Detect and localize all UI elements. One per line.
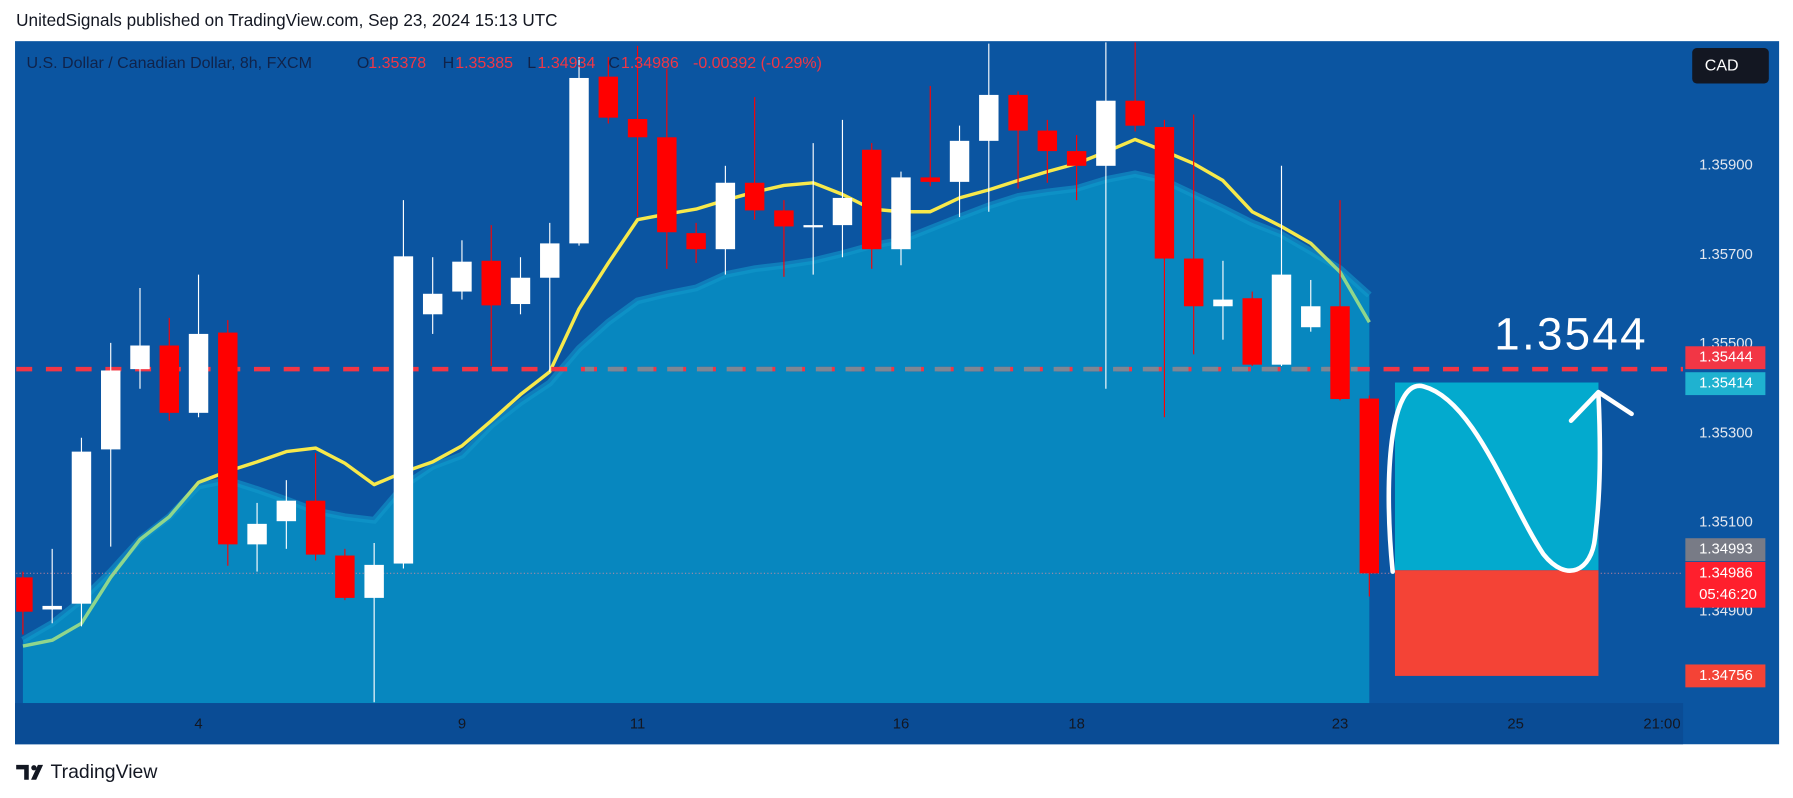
price-label: 1.34986	[1699, 565, 1753, 581]
x-tick-label: 18	[1068, 717, 1085, 733]
candle-body	[305, 500, 326, 555]
candle-body	[569, 77, 589, 244]
moving-average	[22, 137, 1371, 648]
candle-body	[130, 345, 150, 370]
candle-body	[159, 345, 179, 413]
candle-body	[1183, 258, 1204, 307]
price-label-box	[1685, 664, 1766, 688]
candle-body	[364, 564, 384, 598]
candle-body	[1213, 299, 1233, 307]
y-tick-label: 1.35900	[1699, 158, 1753, 174]
ohlc-value: 1.34986	[621, 55, 679, 72]
price-label-box	[1685, 538, 1766, 562]
candle-body	[774, 210, 794, 227]
candle-body	[1125, 100, 1145, 126]
candle-body	[16, 577, 33, 612]
x-tick-label: 4	[194, 717, 202, 733]
candle-body	[1330, 306, 1350, 400]
candle-body	[803, 225, 823, 228]
candle-body	[1008, 94, 1028, 131]
candle-body	[686, 233, 706, 250]
area-fill	[22, 173, 1370, 704]
price-label-box	[1685, 346, 1766, 370]
forecast-curve	[1386, 383, 1603, 574]
candle-body	[71, 451, 92, 604]
candle-body	[393, 256, 414, 564]
candle-body	[891, 177, 911, 250]
target-zone	[1394, 382, 1599, 571]
candle-body	[920, 177, 940, 182]
stop-zone	[1394, 570, 1599, 676]
candle-body	[276, 500, 297, 522]
candle-body	[335, 555, 355, 598]
ohlc-letter: H	[443, 55, 455, 72]
logo	[16, 764, 44, 780]
candle-body	[540, 243, 560, 278]
symbol-title: U.S. Dollar / Canadian Dollar, 8h, FXCM	[26, 55, 311, 72]
currency-label[interactable]: CAD	[1705, 58, 1739, 75]
candle-body	[1359, 398, 1380, 574]
candle-body	[1242, 298, 1262, 365]
change: -0.00392 (-0.29%)	[693, 55, 822, 72]
candle-body	[452, 261, 472, 292]
candle-body	[42, 605, 62, 610]
candle-body	[1096, 100, 1116, 166]
price-label: 1.35414	[1699, 376, 1753, 392]
annotation: 1.3544	[1494, 308, 1648, 359]
currency-button[interactable]	[1692, 48, 1769, 84]
candle-body	[979, 94, 999, 141]
candle-body	[744, 182, 765, 211]
ohlc-value: 1.34934	[538, 55, 596, 72]
candle-body	[247, 523, 267, 545]
candle-body	[1037, 130, 1058, 152]
price-label: 1.34756	[1699, 668, 1753, 684]
candle-body	[949, 140, 970, 182]
x-tick-label: 9	[458, 717, 466, 733]
candle-body	[510, 277, 531, 305]
y-tick-label: 1.35100	[1699, 514, 1753, 530]
candle-body	[598, 76, 619, 118]
ohlc-letter: C	[608, 55, 620, 72]
candle-body	[832, 197, 853, 226]
price-label: 1.35444	[1699, 350, 1753, 366]
candle-body	[188, 333, 209, 413]
forecast-arrow	[1568, 389, 1634, 424]
x-tick-label: 25	[1507, 717, 1524, 733]
overlay: 1.3544	[1386, 308, 1648, 676]
area-edge	[21, 170, 1372, 644]
brand: TradingView	[50, 761, 158, 783]
caption: UnitedSignals published on TradingView.c…	[16, 10, 557, 30]
logo-dot	[31, 765, 37, 771]
candle-body	[422, 293, 443, 315]
time-axis	[15, 703, 1684, 745]
plot-area	[16, 42, 1684, 704]
candle-body	[1066, 151, 1087, 166]
candle-body	[218, 332, 238, 545]
countdown: 05:46:20	[1699, 587, 1757, 603]
price-label: 1.34993	[1699, 542, 1753, 558]
candle-body	[481, 260, 501, 306]
candle-body	[1271, 274, 1292, 365]
y-tick-label: 1.35300	[1699, 425, 1753, 441]
ohlc-letter: L	[527, 55, 536, 72]
price-label-box	[1685, 561, 1766, 608]
candle-body	[715, 182, 736, 250]
x-tick-label: 21:00	[1643, 717, 1680, 733]
ohlc-value: 1.35385	[455, 55, 513, 72]
candle-body	[657, 137, 677, 233]
ohlc-letter: O	[357, 55, 369, 72]
price-label-box	[1685, 372, 1766, 396]
candle-body	[101, 370, 121, 450]
candle-body	[627, 118, 648, 138]
x-tick-label: 16	[893, 717, 910, 733]
ohlc-value: 1.35378	[368, 55, 426, 72]
candle-body	[1154, 127, 1175, 259]
y-tick-label: 1.35700	[1699, 247, 1753, 263]
x-tick-label: 11	[630, 717, 645, 733]
candle-body	[862, 149, 882, 250]
candle-body	[1301, 306, 1321, 328]
x-tick-label: 23	[1332, 717, 1349, 733]
